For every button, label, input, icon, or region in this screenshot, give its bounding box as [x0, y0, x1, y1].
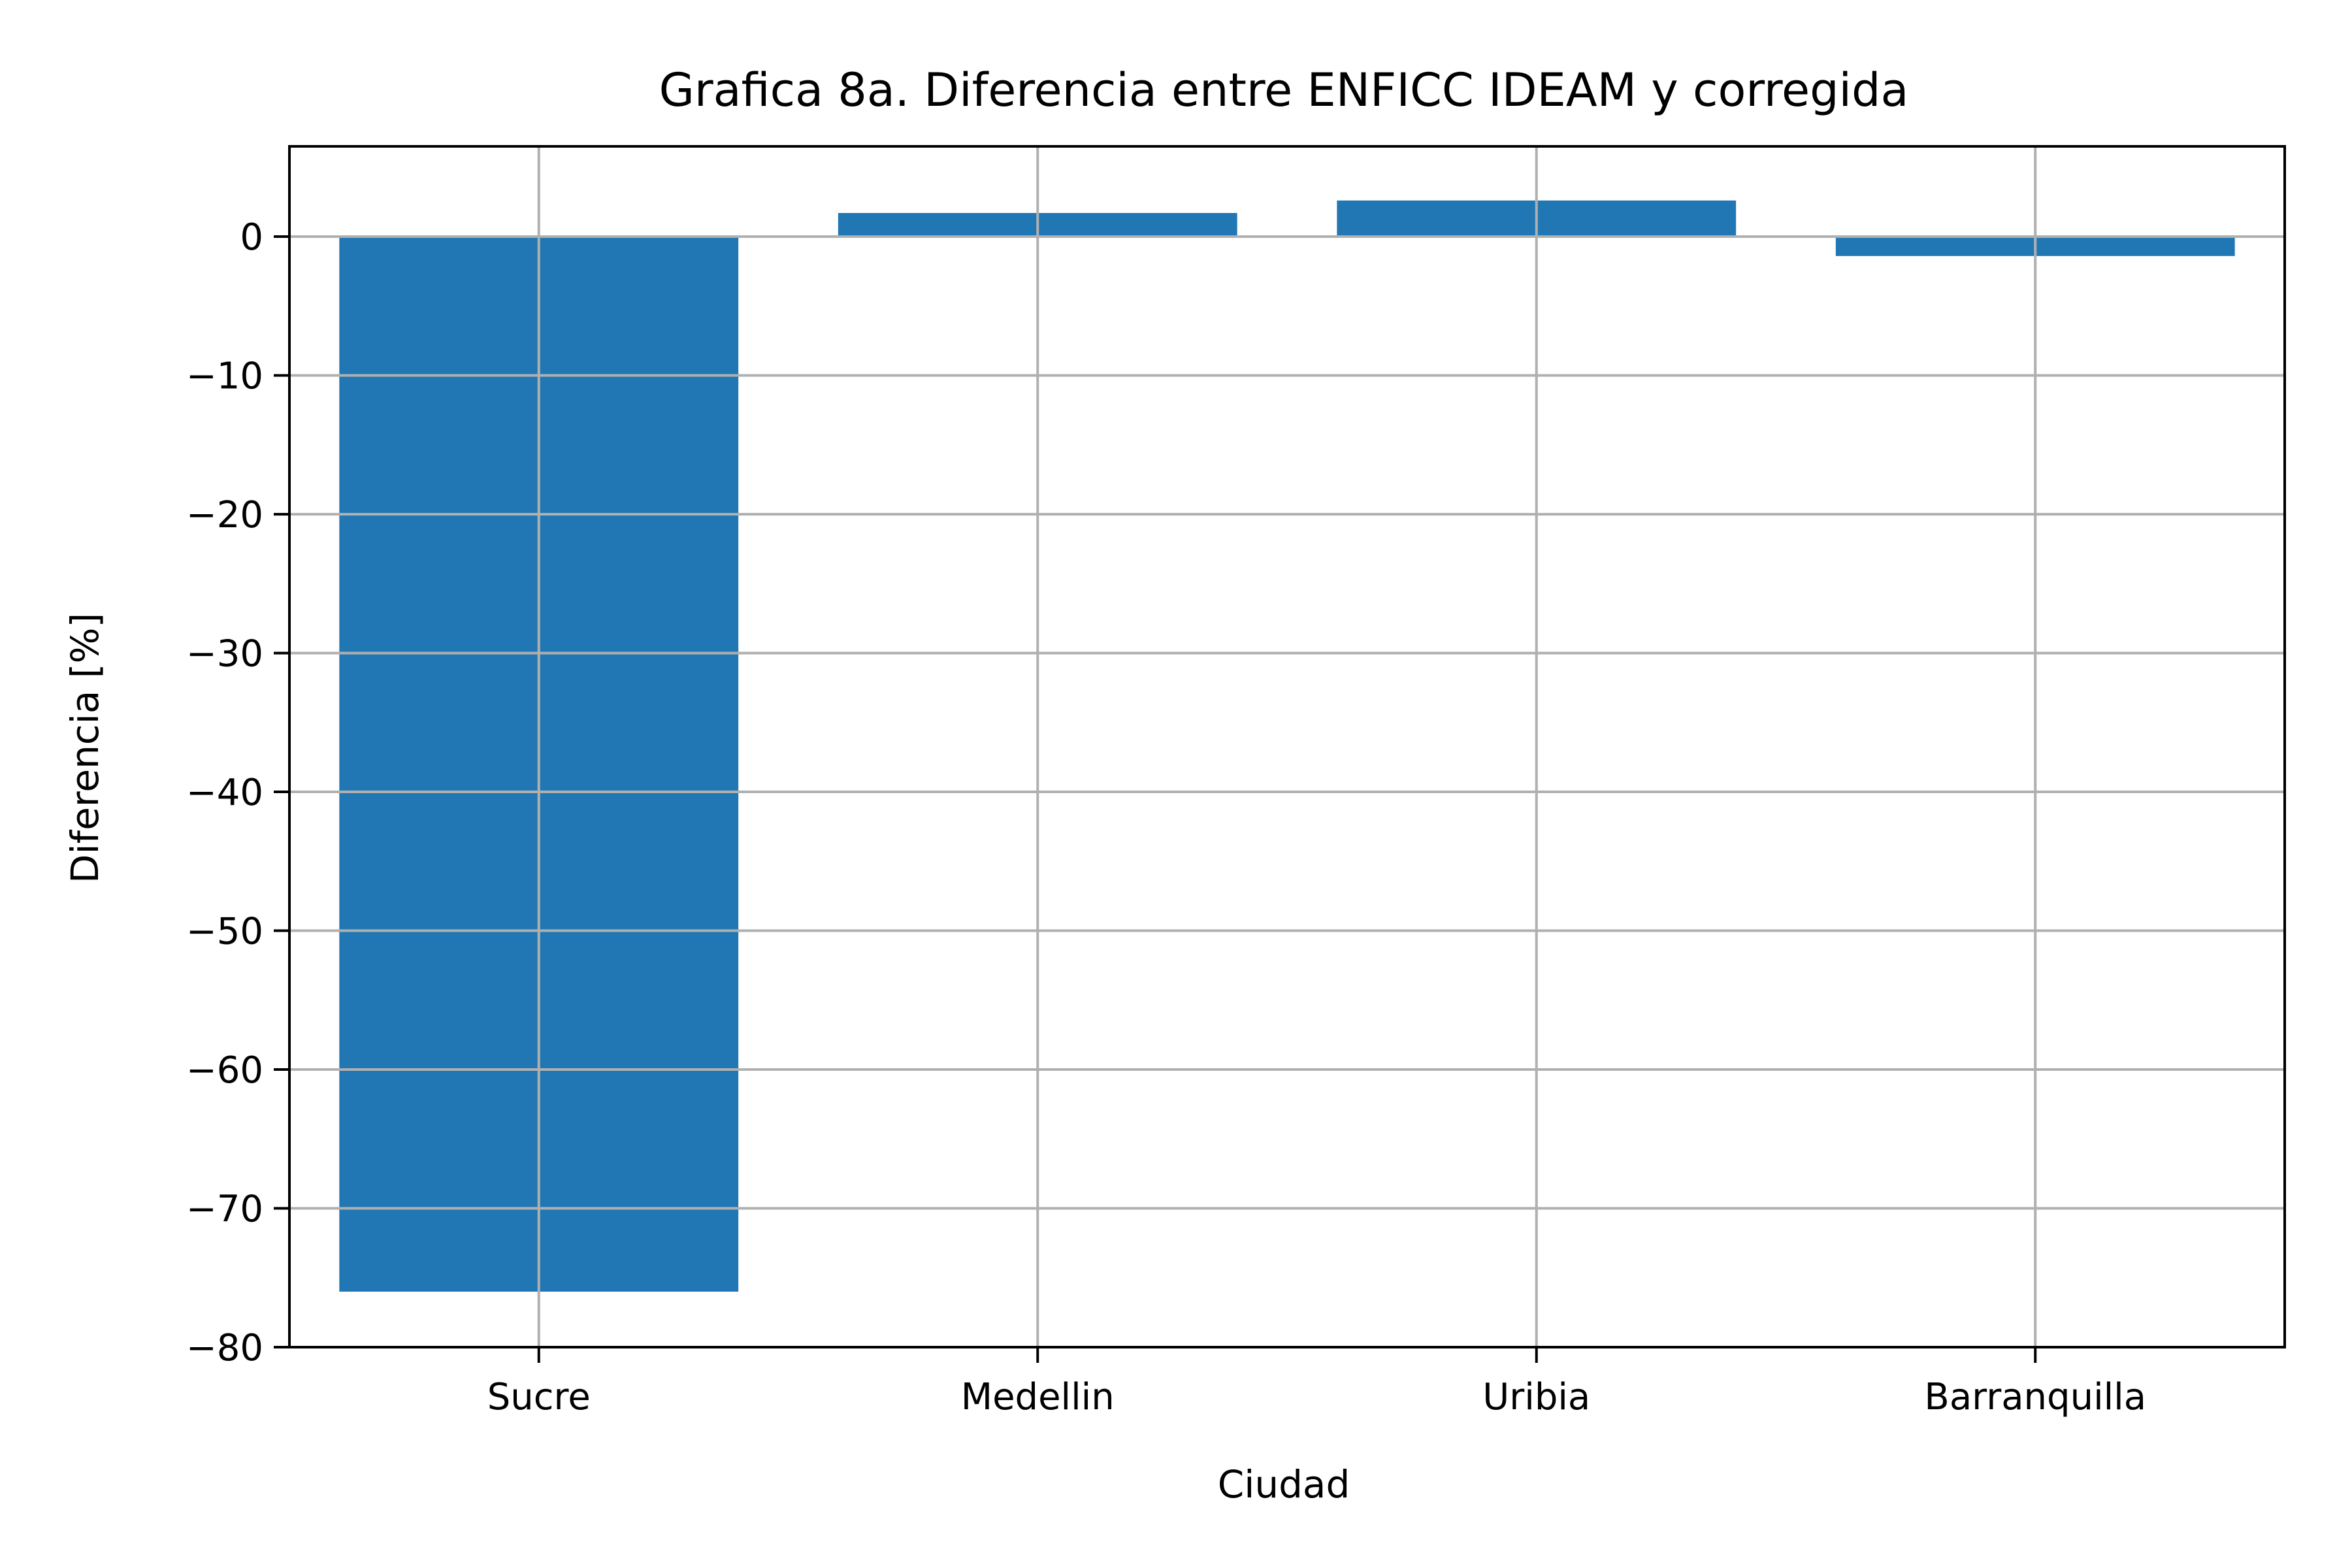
x-tick-label: Medellin	[961, 1376, 1115, 1418]
y-tick-label: −20	[186, 494, 263, 536]
y-tick-label: −60	[186, 1049, 263, 1092]
x-axis-ticks: Sucre Medellin Uribia Barranquilla	[487, 1347, 2146, 1418]
y-tick-label: −40	[186, 772, 263, 814]
y-tick-label: −50	[186, 911, 263, 953]
y-tick-label: −30	[186, 633, 263, 676]
y-tick-label: 0	[240, 216, 263, 259]
y-tick-label: −80	[186, 1327, 263, 1369]
x-tick-label: Uribia	[1482, 1376, 1590, 1418]
x-tick-label: Sucre	[487, 1376, 591, 1418]
y-tick-label: −10	[186, 355, 263, 398]
plot-frame	[288, 145, 2286, 1348]
chart-title: Grafica 8a. Diferencia entre ENFICC IDEA…	[659, 63, 1909, 117]
x-axis-label: Ciudad	[1218, 1462, 1350, 1507]
y-axis-ticks: 0 −10 −20 −30 −40 −50 −60 −70 −80	[186, 216, 289, 1369]
y-tick-label: −70	[186, 1188, 263, 1231]
y-axis-label: Diferencia [%]	[63, 613, 107, 883]
x-tick-label: Barranquilla	[1924, 1376, 2146, 1418]
